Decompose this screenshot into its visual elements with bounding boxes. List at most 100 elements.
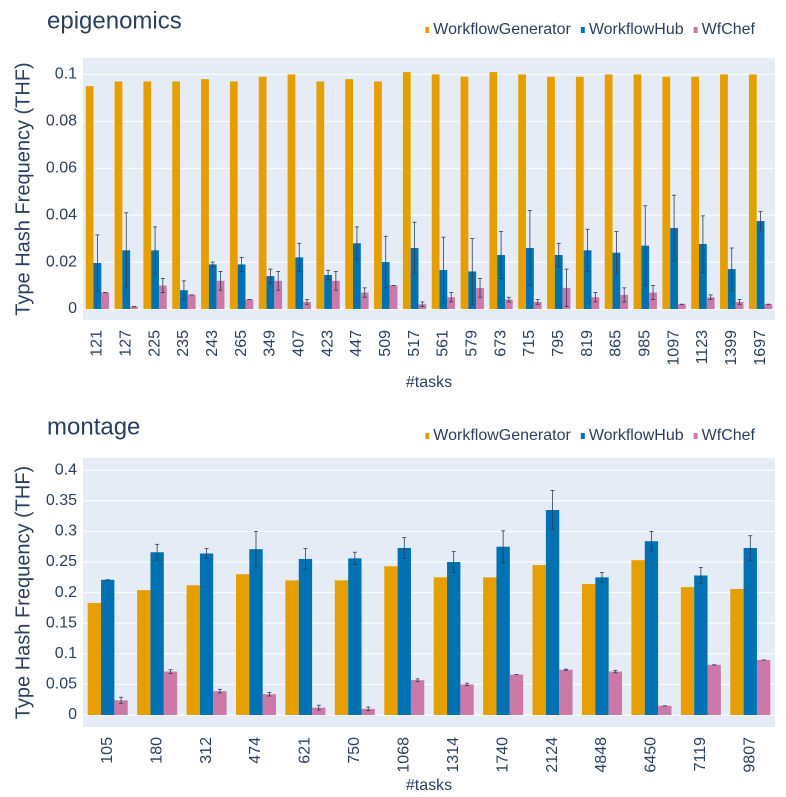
- x-tick-label: 1399: [723, 330, 740, 366]
- error-bar: [622, 287, 627, 303]
- error-bar: [402, 537, 407, 559]
- y-tick-label: 0: [68, 706, 77, 723]
- x-tick-label: 9807: [742, 737, 759, 773]
- x-tick-label: 105: [99, 737, 116, 764]
- bar: [186, 585, 200, 716]
- bar: [353, 243, 361, 309]
- x-tick-label: 1097: [665, 330, 682, 366]
- error-bar: [527, 210, 532, 286]
- x-tick-label: 1314: [445, 737, 462, 773]
- legend-item: WorkflowGenerator: [425, 427, 571, 444]
- bar: [237, 264, 246, 309]
- y-tick-label: 0.35: [46, 492, 77, 509]
- legend-swatch: [425, 433, 430, 439]
- x-tick-label: 561: [435, 330, 452, 357]
- x-tick-label: 474: [247, 737, 264, 764]
- error-bar: [316, 704, 321, 711]
- error-bar: [449, 292, 454, 303]
- x-tick-label: 349: [262, 330, 279, 357]
- legend-swatch: [425, 27, 430, 33]
- bar: [604, 74, 613, 309]
- bar: [143, 81, 152, 309]
- error-bar: [420, 301, 425, 308]
- x-tick-label: 265: [233, 330, 250, 357]
- bar: [101, 292, 110, 309]
- bar: [208, 264, 217, 309]
- bar: [101, 579, 115, 716]
- bar: [581, 584, 596, 716]
- error-bar: [708, 294, 713, 300]
- bar: [735, 301, 744, 309]
- chart-title: epigenomics: [47, 7, 182, 34]
- error-bar: [124, 212, 129, 289]
- legend-item: WorkflowHub: [580, 427, 684, 444]
- error-bar: [535, 299, 540, 305]
- bar: [476, 287, 484, 309]
- bar: [114, 81, 123, 309]
- bar: [187, 294, 196, 309]
- bar: [649, 292, 657, 309]
- bar: [694, 575, 708, 716]
- legend-swatch: [693, 27, 698, 33]
- bar: [670, 228, 678, 309]
- error-bar: [672, 194, 677, 262]
- x-tick-label: 235: [175, 330, 192, 357]
- bar: [504, 299, 513, 309]
- bar: [410, 247, 419, 309]
- error-bar: [556, 242, 561, 268]
- bar: [114, 700, 128, 716]
- bar: [361, 708, 375, 716]
- bar: [433, 577, 448, 716]
- bar: [756, 221, 765, 309]
- error-bar: [239, 256, 244, 272]
- bar: [707, 664, 721, 716]
- error-bar: [593, 292, 598, 303]
- error-bar: [441, 236, 446, 304]
- bar: [137, 590, 151, 716]
- error-bar: [550, 490, 555, 530]
- y-tick-label: 0.1: [55, 66, 77, 83]
- error-bar: [204, 548, 209, 559]
- bar: [547, 76, 555, 309]
- bar: [460, 684, 474, 716]
- x-tick-label: 312: [198, 737, 215, 764]
- error-bar: [506, 296, 511, 303]
- bar: [612, 252, 621, 309]
- x-tick-label: 715: [521, 330, 538, 357]
- chart-title: montage: [47, 413, 140, 440]
- bar: [410, 680, 425, 716]
- bar: [324, 274, 332, 309]
- bar: [285, 580, 299, 716]
- bar: [312, 707, 326, 716]
- bar: [130, 306, 138, 309]
- error-bar: [303, 548, 308, 570]
- x-tick-label: 180: [148, 737, 165, 764]
- error-bar: [276, 271, 281, 291]
- bar: [497, 255, 505, 309]
- bar: [360, 292, 369, 309]
- bar: [706, 297, 715, 309]
- x-tick-label: 750: [346, 737, 363, 764]
- legend-label: WfChef: [702, 21, 756, 38]
- bar: [348, 558, 362, 716]
- bar: [583, 250, 592, 309]
- legend-label: WorkflowHub: [589, 21, 684, 38]
- bar: [397, 547, 411, 716]
- error-bar: [564, 268, 569, 308]
- x-tick-label: 985: [636, 330, 653, 357]
- error-bar: [415, 678, 420, 682]
- x-axis-title: #tasks: [406, 777, 452, 794]
- y-tick-label: 0.3: [55, 523, 77, 540]
- bar: [201, 79, 209, 309]
- x-tick-label: 1740: [494, 737, 511, 773]
- bar: [216, 280, 225, 309]
- x-tick-label: 509: [377, 330, 394, 357]
- error-bar: [501, 530, 506, 564]
- error-bar: [563, 668, 568, 671]
- error-bar: [254, 531, 258, 568]
- bar: [509, 674, 524, 716]
- y-tick-label: 0.05: [46, 676, 77, 693]
- x-tick-label: 1068: [396, 737, 413, 773]
- bar: [384, 566, 398, 716]
- x-tick-label: 4848: [593, 737, 610, 773]
